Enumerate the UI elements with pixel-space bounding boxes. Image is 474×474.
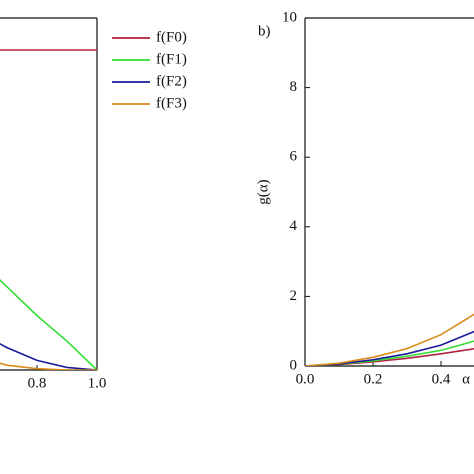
y-tick-label: 2 bbox=[290, 288, 298, 304]
x-tick-label: 0.4 bbox=[432, 371, 451, 387]
series-line bbox=[0, 278, 97, 370]
legend-label: f(F1) bbox=[156, 51, 187, 67]
y-tick-label: 0 bbox=[290, 357, 298, 373]
plot-area bbox=[0, 49, 97, 370]
y-tick-label: 8 bbox=[290, 79, 298, 95]
series-line bbox=[0, 362, 97, 370]
panel-label: b) bbox=[258, 23, 271, 39]
y-tick-label: 6 bbox=[290, 149, 298, 165]
legend-label: f(F2) bbox=[156, 73, 187, 89]
legend-label: f(F0) bbox=[156, 29, 187, 45]
plot-area bbox=[305, 313, 474, 366]
x-tick-label: 0.8 bbox=[28, 375, 47, 391]
series-line bbox=[0, 342, 97, 370]
legend-label: f(F3) bbox=[156, 95, 187, 111]
y-tick-label: 4 bbox=[290, 218, 298, 234]
x-tick-label: 0.0 bbox=[296, 371, 315, 387]
x-tick-label: 1.0 bbox=[88, 375, 107, 391]
y-axis-label: g(α) bbox=[255, 179, 271, 204]
x-tick-label: 0.2 bbox=[364, 371, 383, 387]
series-line bbox=[305, 313, 474, 366]
y-tick-label: 10 bbox=[282, 9, 297, 25]
x-axis-label: α bbox=[462, 371, 470, 387]
